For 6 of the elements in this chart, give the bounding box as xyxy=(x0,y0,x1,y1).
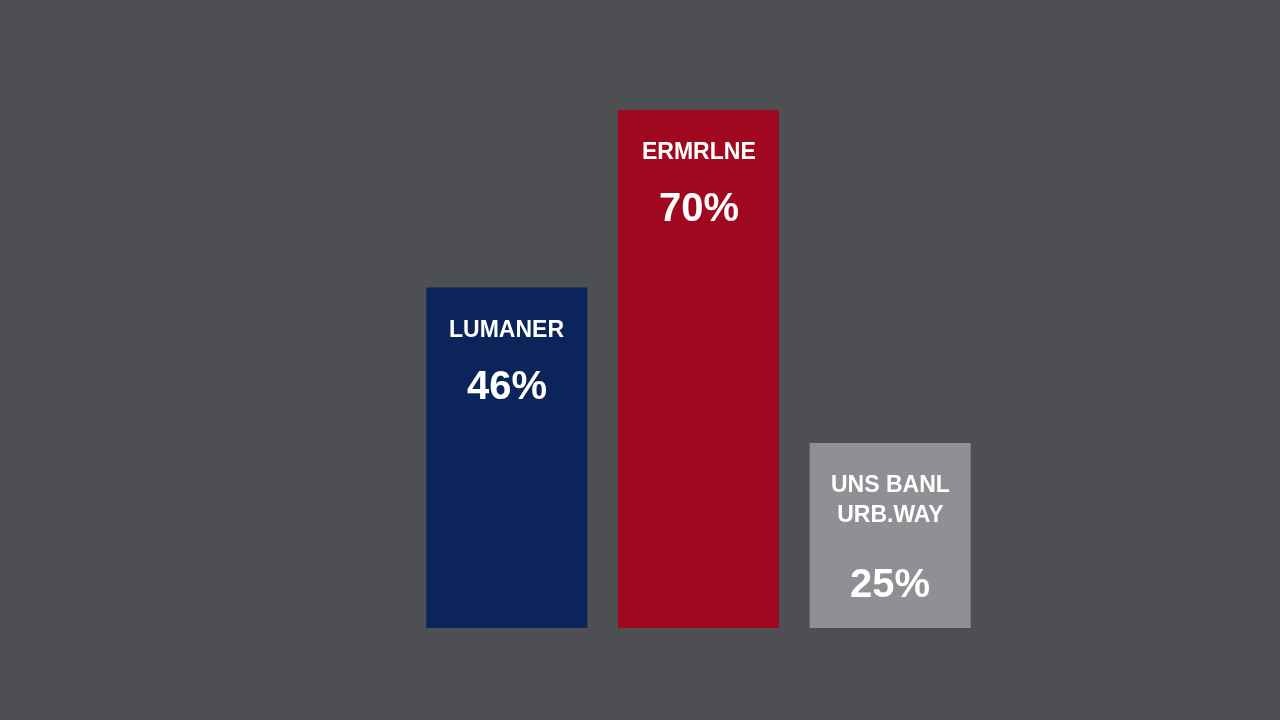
x-tick-label: ERMRLNE xyxy=(642,138,756,164)
data-label: 25% xyxy=(850,561,931,605)
x-tick-label: UNS BANL URB.WAY xyxy=(831,471,950,527)
data-label: 70% xyxy=(659,185,740,229)
data-label: 46% xyxy=(467,363,548,407)
x-tick-label: LUMANER xyxy=(449,316,565,342)
